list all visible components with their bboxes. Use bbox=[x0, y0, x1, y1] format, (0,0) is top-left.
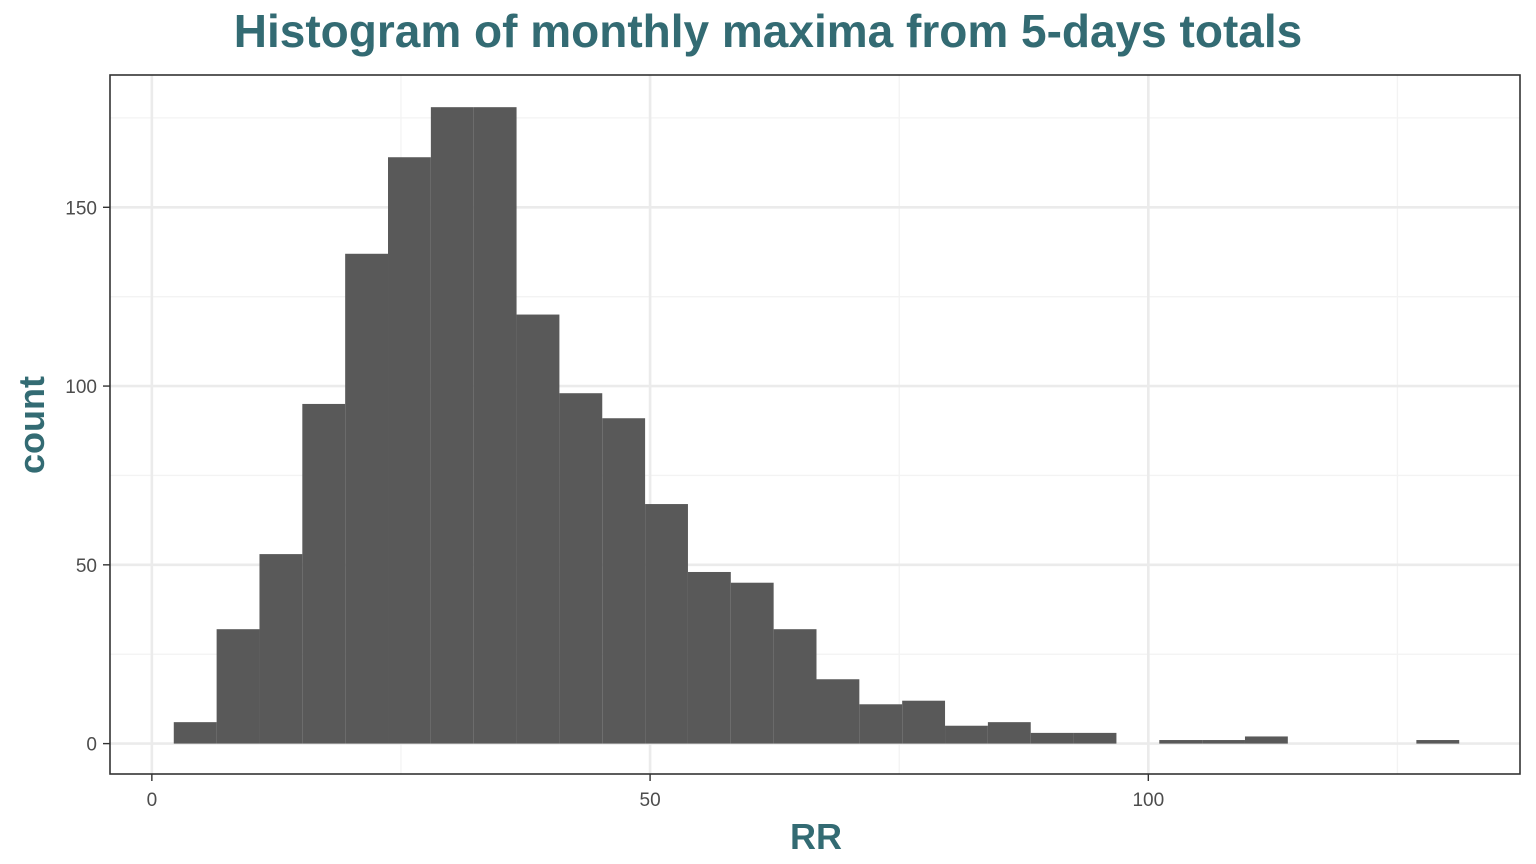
x-tick-label: 0 bbox=[147, 790, 158, 811]
x-axis-title: RR bbox=[790, 816, 842, 857]
y-axis-title: count bbox=[11, 376, 52, 474]
histogram-bar bbox=[773, 629, 817, 744]
histogram-bar bbox=[1202, 740, 1245, 744]
histogram-bar bbox=[602, 418, 646, 744]
histogram-bar bbox=[730, 582, 774, 744]
histogram-bar bbox=[516, 314, 560, 744]
histogram-bar bbox=[559, 393, 603, 744]
histogram-bar bbox=[645, 504, 688, 744]
y-tick-label: 150 bbox=[65, 198, 97, 219]
histogram-bar bbox=[902, 700, 946, 744]
histogram-bar bbox=[1159, 740, 1203, 744]
histogram-bar bbox=[859, 704, 903, 744]
y-tick-label: 50 bbox=[76, 556, 97, 577]
histogram-bar bbox=[945, 725, 988, 744]
histogram-bar bbox=[345, 253, 389, 744]
histogram-bar bbox=[687, 571, 731, 744]
x-tick-label: 100 bbox=[1132, 790, 1164, 811]
y-tick-label: 0 bbox=[86, 735, 97, 756]
histogram-bar bbox=[1073, 732, 1117, 744]
histogram-bar bbox=[216, 629, 260, 744]
histogram-bar bbox=[259, 554, 303, 744]
histogram-bar bbox=[473, 107, 517, 744]
histogram-bar bbox=[388, 157, 431, 744]
tick-labels: 0 50 100 0 50 100 150 bbox=[65, 198, 1164, 811]
histogram-bars bbox=[173, 107, 1460, 744]
panel-border bbox=[109, 74, 1521, 775]
histogram-bar bbox=[173, 722, 217, 744]
histogram-bar bbox=[1416, 740, 1460, 744]
histogram-bar bbox=[816, 679, 860, 744]
axis-ticks bbox=[103, 206, 1150, 781]
histogram-bar bbox=[1244, 736, 1288, 744]
histogram-bar bbox=[1030, 732, 1074, 744]
y-tick-label: 100 bbox=[65, 377, 97, 398]
histogram-bar bbox=[302, 403, 346, 744]
histogram-bar bbox=[430, 107, 474, 744]
chart-title: Histogram of monthly maxima from 5-days … bbox=[233, 5, 1303, 57]
histogram-bar bbox=[987, 722, 1031, 744]
x-tick-label: 50 bbox=[640, 790, 661, 811]
